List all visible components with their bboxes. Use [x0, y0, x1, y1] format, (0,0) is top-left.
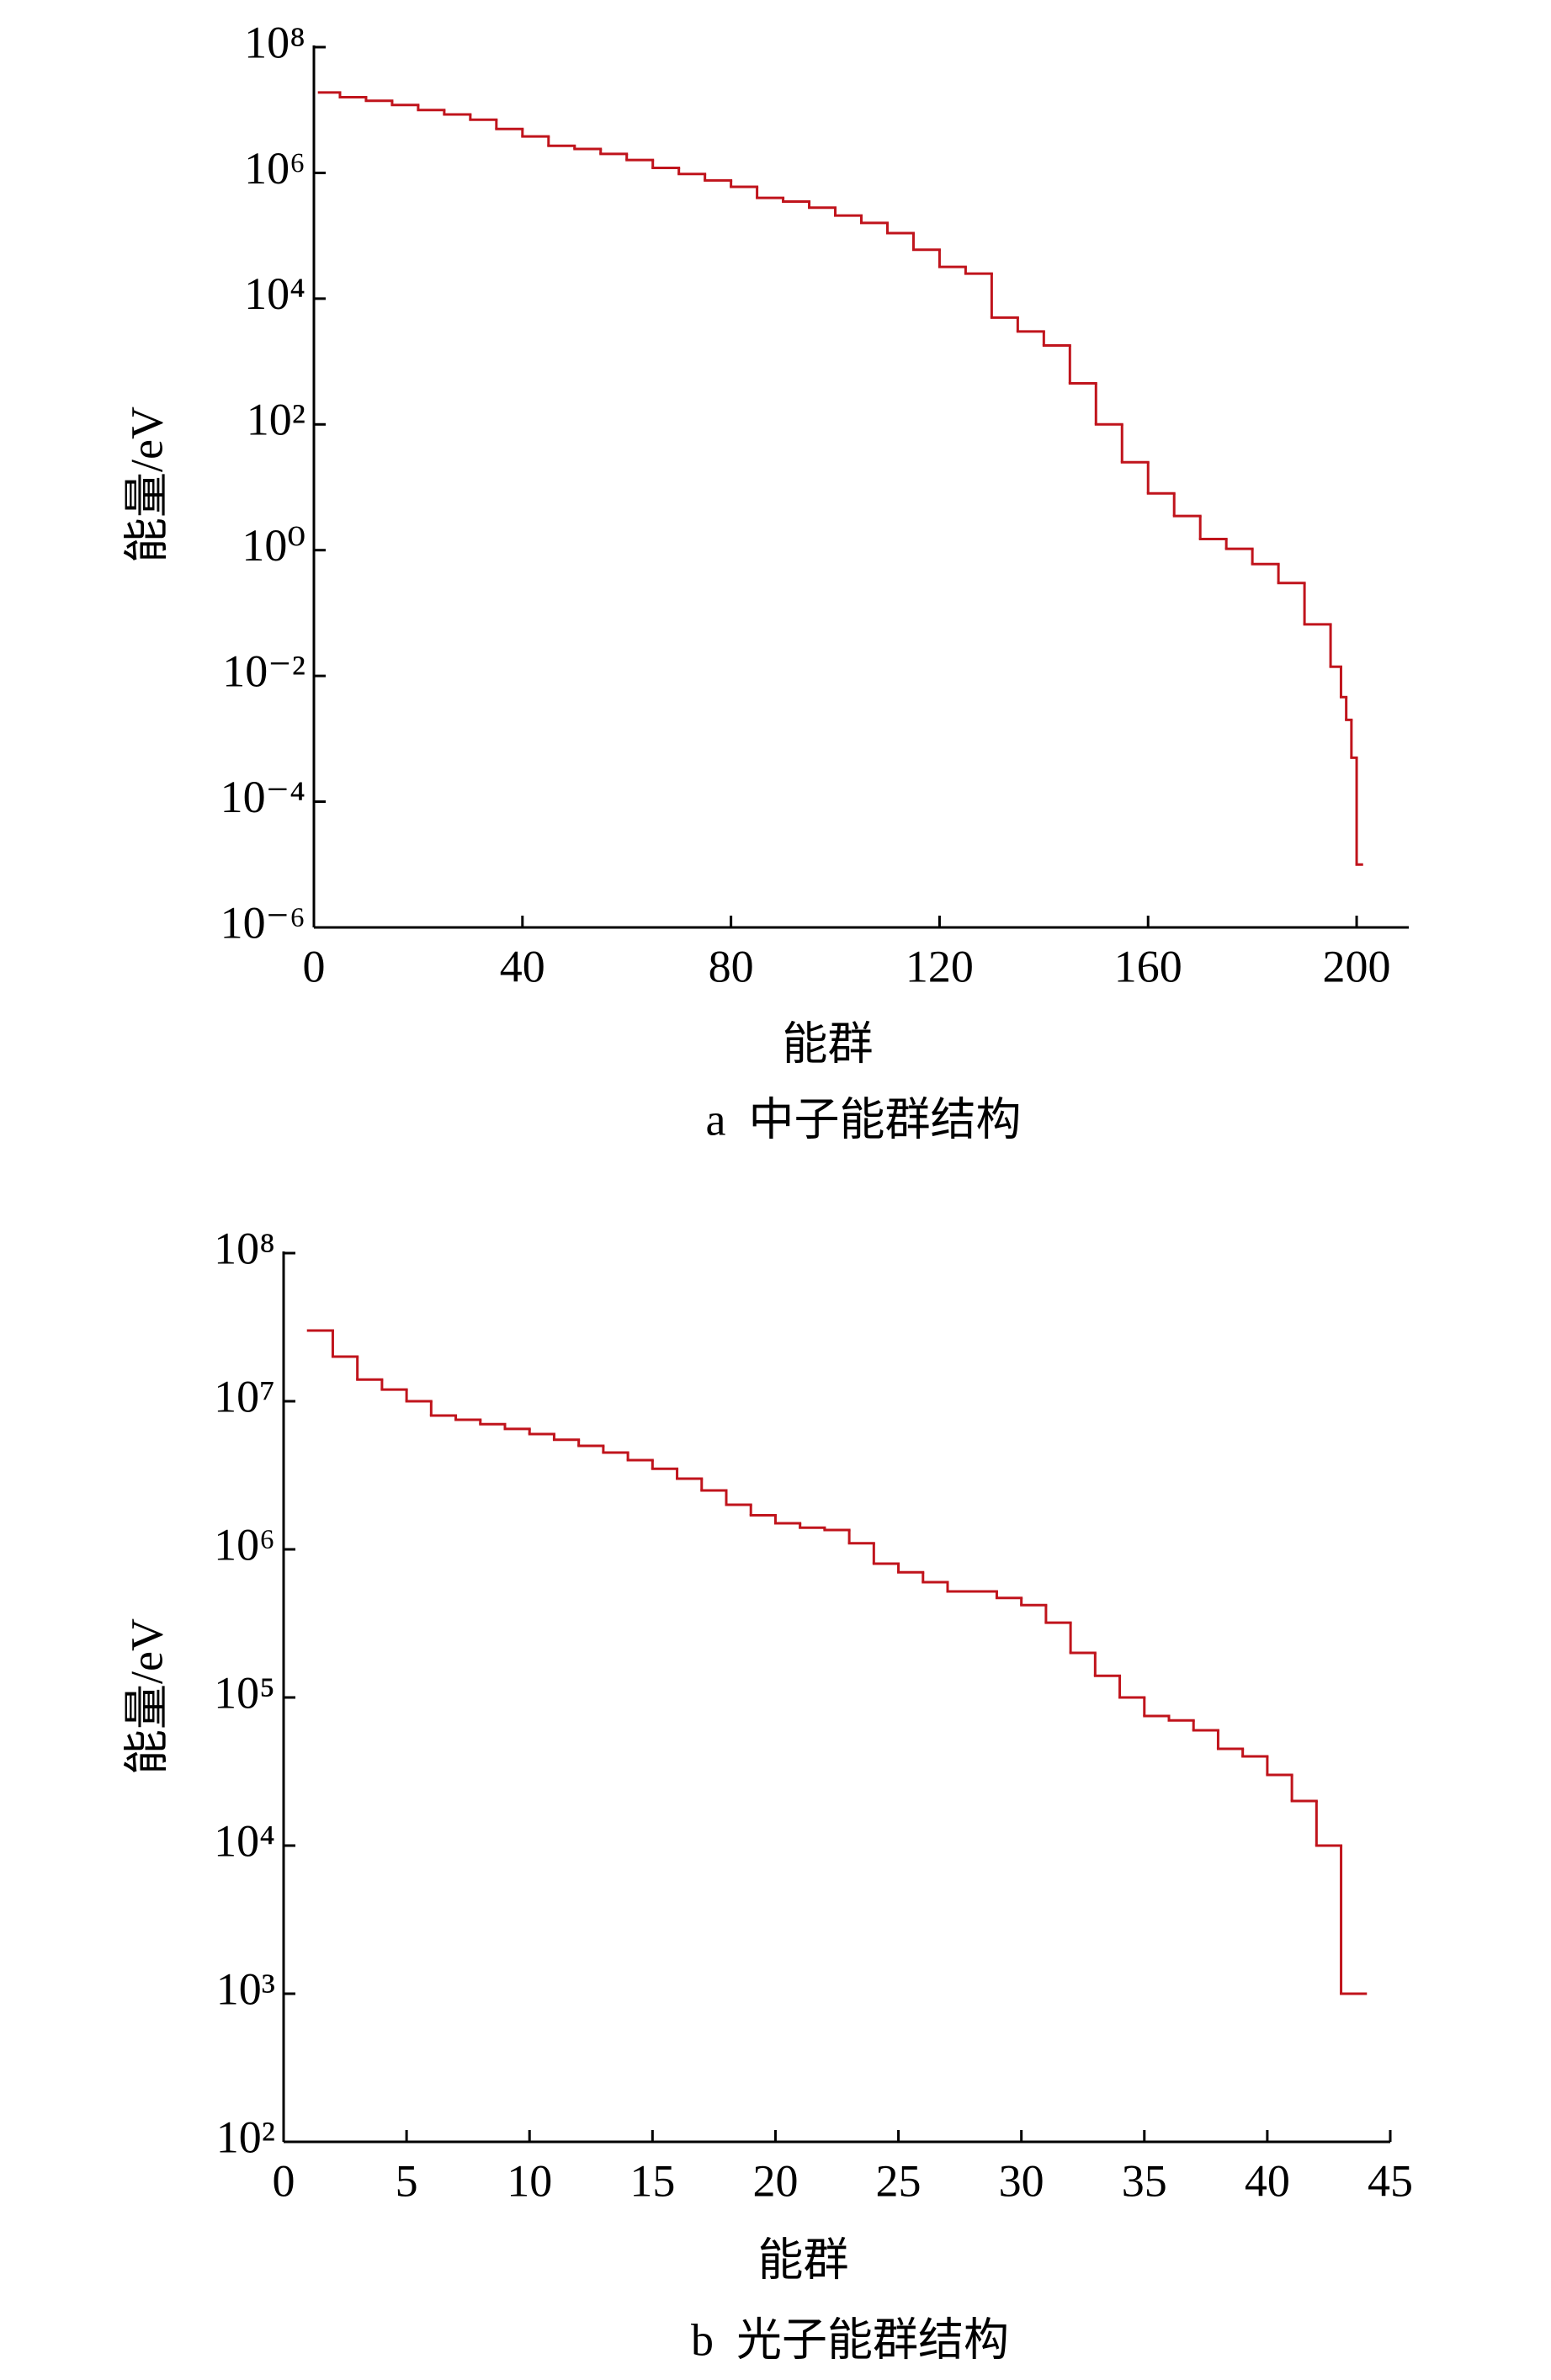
y-tick-label: 10⁴	[244, 268, 305, 319]
y-tick-label: 10⁶	[244, 143, 305, 194]
x-axis-label: 能群	[783, 1018, 874, 1069]
caption: a 中子能群结构	[706, 1094, 1022, 1145]
x-tick-label: 200	[1323, 941, 1391, 991]
x-tick-label: 80	[709, 941, 754, 991]
y-tick-label: 10²	[216, 2112, 275, 2162]
y-axis-label: 能量/eV	[121, 1618, 172, 1775]
x-tick-label: 15	[629, 2155, 675, 2206]
x-tick-label: 30	[999, 2155, 1044, 2206]
y-tick-label: 10⁰	[242, 520, 305, 571]
x-tick-label: 20	[752, 2155, 798, 2206]
x-tick-label: 40	[500, 941, 545, 991]
x-tick-label: 160	[1114, 941, 1182, 991]
x-tick-label: 10	[507, 2155, 552, 2206]
y-tick-label: 10⁻⁴	[220, 772, 305, 822]
x-tick-label: 0	[303, 941, 326, 991]
y-tick-label: 10³	[216, 1963, 275, 2014]
y-tick-label: 10⁷	[214, 1371, 275, 1421]
caption: b 光子能群结构	[691, 2314, 1009, 2365]
x-axis-label: 能群	[758, 2234, 849, 2285]
y-tick-label: 10⁻⁶	[220, 897, 305, 948]
x-tick-label: 40	[1245, 2155, 1290, 2206]
y-axis-label: 能量/eV	[121, 406, 172, 563]
y-tick-label: 10⁵	[214, 1667, 275, 1718]
x-tick-label: 35	[1122, 2155, 1167, 2206]
y-tick-label: 10⁻²	[222, 646, 305, 697]
x-tick-label: 25	[876, 2155, 922, 2206]
y-tick-label: 10⁸	[214, 1223, 275, 1273]
y-tick-label: 10⁴	[214, 1815, 275, 1866]
y-tick-label: 10⁶	[214, 1519, 275, 1570]
y-tick-label: 10²	[247, 395, 305, 445]
x-tick-label: 0	[273, 2155, 295, 2206]
y-tick-label: 10⁸	[244, 17, 305, 67]
x-tick-label: 45	[1368, 2155, 1413, 2206]
x-tick-label: 120	[906, 941, 974, 991]
x-tick-label: 5	[396, 2155, 418, 2206]
